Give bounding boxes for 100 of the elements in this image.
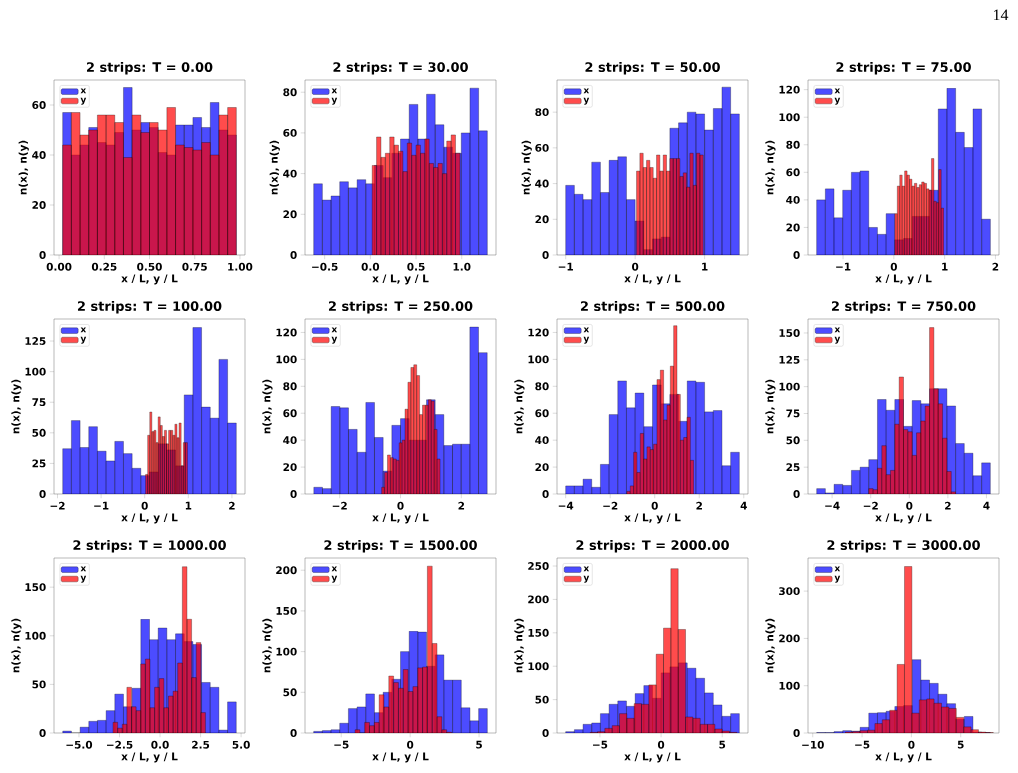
y-tick-label: 200 — [276, 566, 297, 575]
y-tick-label: 100 — [779, 113, 800, 122]
x-tick-label: 2 — [458, 501, 465, 510]
y-tick-label: 120 — [528, 328, 549, 337]
x-tick-label: 0 — [141, 501, 148, 510]
x-tick-label: −4 — [558, 501, 574, 510]
legend-label: x — [583, 88, 590, 94]
legend-label: y — [583, 336, 590, 344]
legend-label: x — [80, 88, 87, 94]
y-axis-title: n(x), n(y) — [262, 379, 273, 434]
y-tick-label: 0 — [39, 729, 46, 737]
y-tick-label: 125 — [25, 337, 46, 345]
x-tick-label: −5 — [855, 740, 870, 749]
x-tick-label: 0.0 — [151, 740, 169, 749]
y-axis-title: n(x), n(y) — [11, 618, 22, 673]
y-axis-title: n(x), n(y) — [521, 140, 532, 195]
y-tick-label: 150 — [779, 329, 800, 337]
x-axis-title: x / L, y / L — [624, 274, 681, 285]
chart-title: 2 strips: T = 50.00 — [585, 61, 720, 75]
x-tick-label: 2 — [696, 501, 702, 510]
y-tick-label: 100 — [779, 681, 800, 690]
x-axis-title: x / L, y / L — [372, 752, 429, 763]
x-axis-title: x / L, y / L — [875, 752, 932, 763]
x-axis-title: x / L, y / L — [624, 513, 681, 524]
legend-label: x — [583, 566, 590, 572]
y-tick-label: 80 — [283, 382, 297, 391]
y-tick-label: 0 — [290, 729, 297, 737]
y-tick-label: 50 — [535, 695, 549, 704]
y-tick-label: 50 — [283, 688, 297, 697]
y-tick-label: 200 — [528, 595, 549, 604]
legend-label: y — [583, 97, 590, 105]
legend-label: x — [834, 566, 841, 572]
x-tick-label: 0 — [890, 262, 897, 271]
y-tick-label: 100 — [25, 631, 46, 640]
x-axis-title: x / L, y / L — [875, 274, 932, 285]
x-tick-label: −2 — [332, 501, 347, 510]
chart-title: 2 strips: T = 2000.00 — [576, 539, 729, 553]
y-tick-label: 50 — [32, 428, 46, 437]
x-tick-label: 0 — [906, 501, 913, 510]
y-tick-label: 40 — [535, 179, 549, 188]
y-axis-title: n(x), n(y) — [262, 618, 273, 673]
y-tick-label: 0 — [290, 490, 297, 498]
x-tick-label: −1 — [558, 262, 573, 271]
legend-label: y — [331, 97, 338, 105]
y-tick-label: 40 — [535, 436, 549, 445]
chart-title: 2 strips: T = 3000.00 — [827, 539, 980, 553]
y-tick-label: 60 — [535, 143, 549, 152]
x-axis-title: x / L, y / L — [121, 513, 178, 524]
legend-label: y — [80, 97, 87, 105]
x-tick-label: −0.5 — [312, 262, 338, 271]
chart-title: 2 strips: T = 1000.00 — [73, 539, 226, 553]
y-tick-label: 80 — [283, 88, 297, 97]
y-tick-label: 20 — [283, 463, 297, 472]
x-tick-label: 2 — [992, 262, 999, 271]
x-tick-label: −2.5 — [106, 740, 133, 749]
x-tick-label: 5.0 — [232, 740, 250, 749]
x-axis-title: x / L, y / L — [121, 752, 178, 763]
chart-title: 2 strips: T = 1500.00 — [324, 539, 477, 553]
y-axis-title: n(x), n(y) — [765, 618, 776, 673]
y-tick-label: 150 — [276, 606, 297, 615]
x-tick-label: 1.0 — [453, 262, 471, 271]
y-tick-label: 0 — [793, 729, 800, 737]
x-tick-label: 0.25 — [91, 262, 117, 271]
x-tick-label: 2 — [945, 501, 951, 510]
legend-label: x — [80, 566, 87, 572]
x-tick-label: 1 — [185, 501, 192, 510]
x-tick-label: 5 — [476, 740, 482, 749]
y-tick-label: 200 — [779, 634, 800, 643]
y-tick-label: 80 — [535, 382, 549, 391]
x-tick-label: 0 — [908, 740, 915, 749]
chart-title: 2 strips: T = 75.00 — [836, 61, 971, 75]
y-tick-label: 20 — [535, 463, 549, 472]
x-tick-label: −1 — [94, 501, 109, 510]
x-tick-label: −2 — [603, 501, 618, 510]
y-tick-label: 50 — [32, 680, 46, 689]
y-tick-label: 40 — [283, 436, 297, 445]
x-tick-label: 1.00 — [228, 262, 253, 271]
y-tick-label: 60 — [283, 128, 297, 137]
y-tick-label: 80 — [786, 140, 800, 149]
y-tick-label: 20 — [535, 215, 549, 224]
y-tick-label: 20 — [32, 201, 46, 209]
y-tick-label: 100 — [276, 647, 297, 656]
x-tick-label: 0.75 — [182, 262, 207, 271]
x-tick-label: 4 — [740, 501, 747, 510]
x-tick-label: −1 — [836, 262, 851, 271]
legend-label: y — [834, 336, 841, 344]
x-tick-label: −2 — [50, 501, 65, 510]
y-tick-label: 0 — [542, 251, 549, 259]
y-tick-label: 0 — [39, 251, 46, 259]
x-tick-label: 0.00 — [46, 262, 72, 271]
legend-label: y — [80, 336, 87, 344]
y-tick-label: 120 — [779, 85, 800, 94]
y-tick-label: 40 — [32, 151, 46, 159]
legend-label: y — [331, 336, 338, 344]
y-tick-label: 60 — [786, 168, 800, 177]
y-tick-label: 0 — [542, 729, 549, 737]
y-tick-label: 20 — [786, 223, 800, 232]
x-tick-label: 5 — [719, 740, 726, 749]
y-tick-label: 80 — [535, 108, 549, 117]
y-tick-label: 0 — [793, 251, 800, 259]
